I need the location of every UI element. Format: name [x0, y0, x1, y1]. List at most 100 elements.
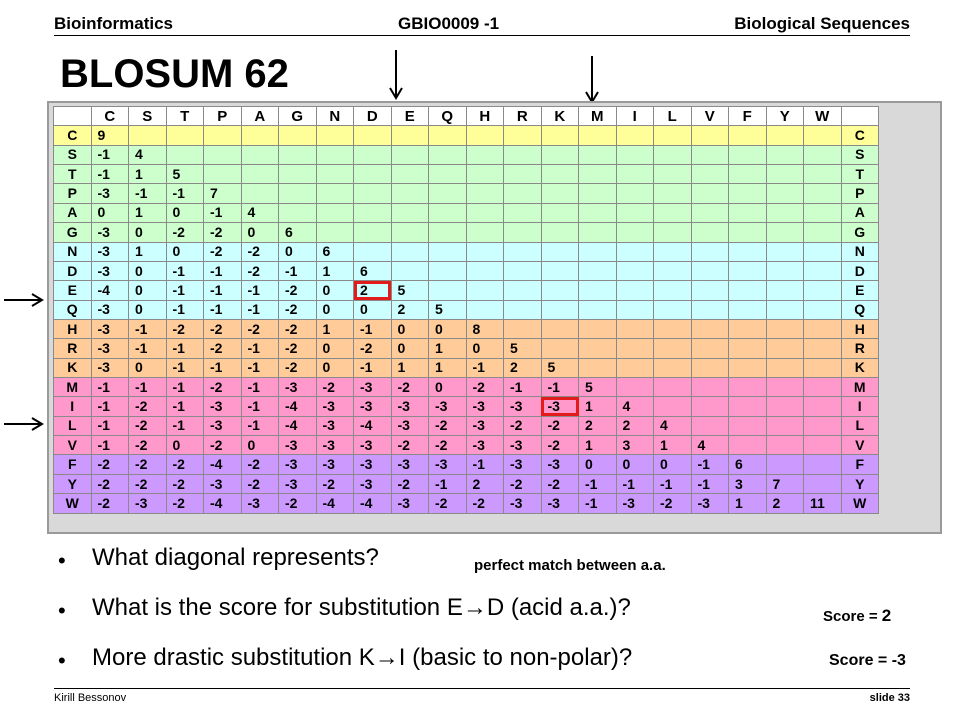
score-cell: [690, 202, 729, 224]
row-label-y: Y: [53, 473, 92, 495]
score-cell: -2: [428, 415, 467, 437]
score-cell: [503, 280, 542, 301]
score-cell: [728, 299, 767, 320]
row-label-y: Y: [840, 473, 879, 495]
matrix-row-w: W -2 -3 -2 -4 -3 -2 -4 -4 -3 -2 -2 -3 -3 -1 -3 -2 -3 1 2 11 W: [53, 493, 879, 514]
score-cell: [465, 241, 504, 262]
score-cell: -2: [203, 241, 242, 262]
score-cell: -3: [315, 454, 354, 475]
score-cell: -2: [278, 493, 317, 514]
score-cell: -2: [315, 473, 354, 495]
column-label-r: R: [503, 105, 542, 127]
score-cell: 3: [728, 473, 767, 495]
score-cell: [728, 222, 767, 243]
score-cell: [765, 222, 804, 243]
score-cell: [653, 357, 692, 379]
score-cell: [653, 260, 692, 282]
score-cell: -3: [90, 318, 129, 340]
score-cell: [653, 183, 692, 204]
score-cell: -1: [90, 435, 129, 456]
score-cell: [690, 125, 729, 146]
score-cell: -2: [240, 260, 279, 282]
score-cell: [315, 144, 354, 166]
row-label-d: D: [840, 260, 879, 282]
matrix-row-l: L -1 -2 -1 -3 -1 -4 -3 -4 -3 -2 -3 -2 -2 2 2 4 L: [53, 415, 879, 437]
score-cell: [803, 183, 842, 204]
score-cell: -3: [203, 473, 242, 495]
score-cell: -1: [165, 280, 204, 301]
score-cell: -2: [278, 299, 317, 320]
score-cell: 5: [390, 280, 429, 301]
score-cell: [503, 241, 542, 262]
score-cell: -2: [203, 338, 242, 359]
score-cell: [465, 164, 504, 185]
score-cell: -4: [353, 415, 392, 437]
score-cell: [803, 125, 842, 146]
score-cell: [540, 164, 579, 185]
score-cell: 0: [128, 260, 167, 282]
score-cell: 0: [128, 280, 167, 301]
score-cell: [765, 164, 804, 185]
score-cell: [803, 357, 842, 379]
highlighted-score-cell: -3: [540, 396, 579, 417]
score-cell: [315, 222, 354, 243]
score-cell: [578, 125, 617, 146]
score-cell: -1: [165, 299, 204, 320]
score-cell: [278, 144, 317, 166]
column-label-f: F: [728, 105, 767, 127]
score-cell: -2: [540, 435, 579, 456]
score-cell: -2: [240, 454, 279, 475]
score-cell: [728, 125, 767, 146]
score-cell: [240, 183, 279, 204]
score-cell: -1: [165, 357, 204, 379]
answer-diagonal: perfect match between a.a.: [474, 557, 666, 574]
score-cell: 1: [315, 260, 354, 282]
score-cell: -1: [165, 183, 204, 204]
score-cell: [315, 202, 354, 224]
score-cell: [690, 280, 729, 301]
score-cell: 4: [615, 396, 654, 417]
score-cell: [653, 222, 692, 243]
row-label-p: P: [53, 183, 92, 204]
score-cell: -2: [390, 473, 429, 495]
score-cell: [803, 396, 842, 417]
score-cell: 0: [465, 338, 504, 359]
row-label-k: K: [840, 357, 879, 379]
row-label-h: H: [840, 318, 879, 340]
score-cell: [765, 318, 804, 340]
score-cell: [428, 241, 467, 262]
column-label-s: S: [128, 105, 167, 127]
score-cell: [578, 144, 617, 166]
column-label-c: C: [90, 105, 129, 127]
score-cell: [503, 260, 542, 282]
score-cell: 0: [128, 357, 167, 379]
score-cell: -4: [203, 493, 242, 514]
score-cell: -2: [90, 473, 129, 495]
score-cell: -1: [203, 280, 242, 301]
score-cell: [503, 318, 542, 340]
score-cell: [765, 454, 804, 475]
answer-score-ed: Score = 2: [823, 606, 892, 625]
row-label-k: K: [53, 357, 92, 379]
score-cell: -3: [503, 435, 542, 456]
matrix-row-v: V -1 -2 0 -2 0 -3 -3 -3 -2 -2 -3 -3 -2 1 3 1 4 V: [53, 435, 879, 456]
row-label-f: F: [840, 454, 879, 475]
score-cell: [690, 377, 729, 398]
score-cell: 5: [165, 164, 204, 185]
score-cell: -1: [240, 377, 279, 398]
score-cell: [465, 125, 504, 146]
score-cell: -2: [653, 493, 692, 514]
score-cell: [803, 202, 842, 224]
score-cell: 0: [578, 454, 617, 475]
score-cell: [465, 280, 504, 301]
score-cell: [615, 183, 654, 204]
score-cell: -1: [653, 473, 692, 495]
score-cell: -2: [390, 377, 429, 398]
score-cell: 0: [165, 241, 204, 262]
score-cell: -2: [128, 396, 167, 417]
score-cell: [428, 183, 467, 204]
score-cell: [615, 144, 654, 166]
score-cell: [615, 280, 654, 301]
score-cell: -2: [90, 454, 129, 475]
